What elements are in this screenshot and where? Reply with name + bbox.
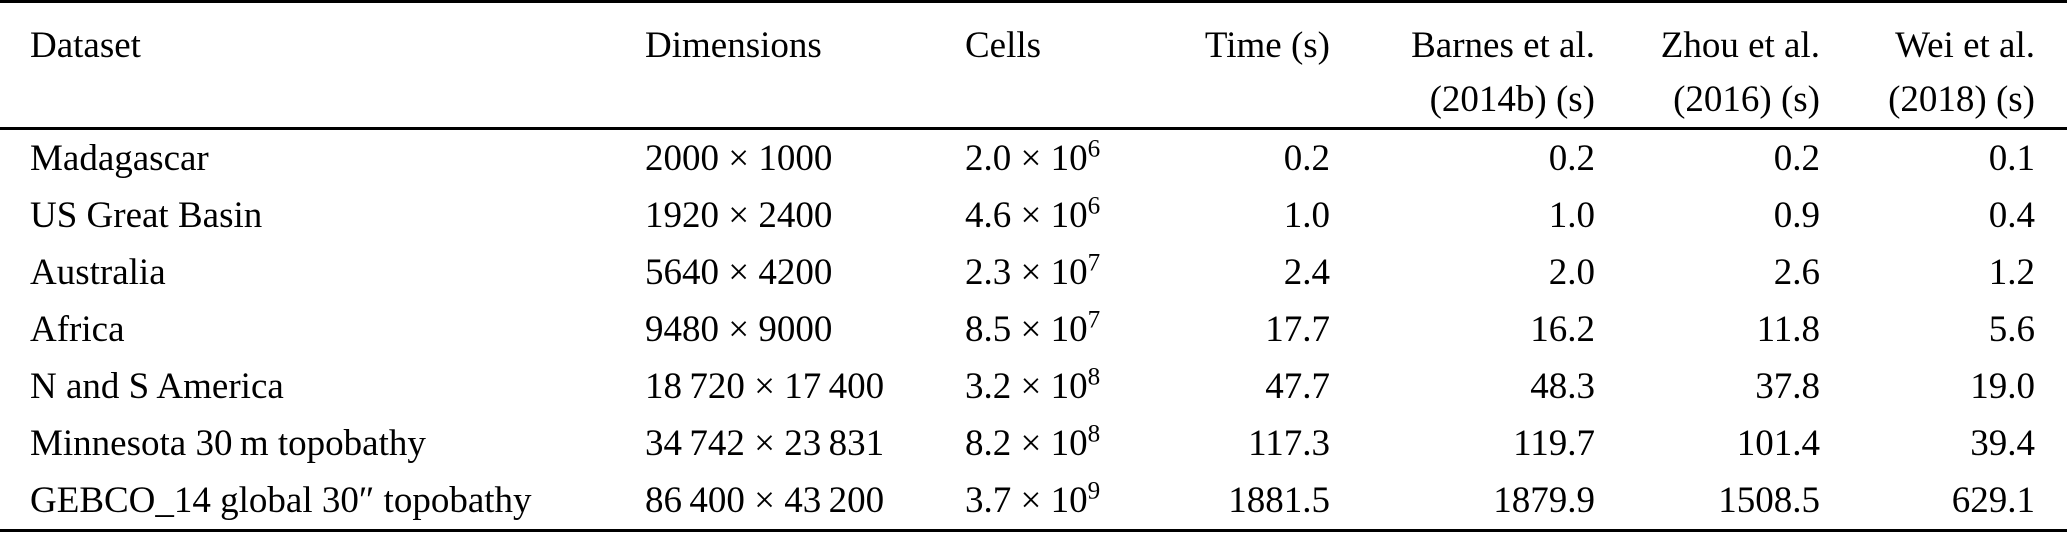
cells-mantissa: 8.2 × 10 xyxy=(965,423,1088,464)
col-header-zhou: Zhou et al. (2016) (s) xyxy=(1595,1,1820,130)
cells-exponent: 7 xyxy=(1087,306,1101,334)
cell-dimensions: 18 720 × 17 400 xyxy=(645,366,885,407)
cell-cells: 2.3 × 107 xyxy=(965,244,1165,301)
cell-dimensions: 1920 × 2400 xyxy=(645,195,833,236)
col-header-wei-line2: (2018) (s) xyxy=(1888,79,2035,120)
cells-mantissa: 8.5 × 10 xyxy=(965,309,1088,350)
cells-exponent: 9 xyxy=(1087,477,1101,505)
cell-barnes: 119.7 xyxy=(1513,423,1595,464)
cell-cells: 8.2 × 108 xyxy=(965,415,1165,472)
table-row: US Great Basin 1920 × 2400 4.6 × 106 1.0… xyxy=(0,187,2067,244)
col-header-barnes-line1: Barnes et al. xyxy=(1411,25,1595,66)
cell-time: 2.4 xyxy=(1283,252,1330,293)
cells-mantissa: 3.2 × 10 xyxy=(965,366,1088,407)
cell-dataset: GEBCO_14 global 30″ topobathy xyxy=(30,480,532,521)
col-header-wei: Wei et al. (2018) (s) xyxy=(1820,1,2067,130)
cell-barnes: 16.2 xyxy=(1530,309,1595,350)
cell-cells: 4.6 × 106 xyxy=(965,187,1165,244)
col-header-barnes: Barnes et al. (2014b) (s) xyxy=(1330,1,1595,130)
cell-cells: 8.5 × 107 xyxy=(965,301,1165,358)
cell-dimensions: 2000 × 1000 xyxy=(645,138,833,179)
cells-mantissa: 2.0 × 10 xyxy=(965,138,1088,179)
cell-zhou: 101.4 xyxy=(1736,423,1820,464)
cell-zhou: 0.9 xyxy=(1773,195,1820,236)
cell-dataset: US Great Basin xyxy=(30,195,263,236)
col-header-cells: Cells xyxy=(965,1,1165,130)
cell-dimensions: 34 742 × 23 831 xyxy=(645,423,885,464)
table-row: Madagascar 2000 × 1000 2.0 × 106 0.2 0.2… xyxy=(0,129,2067,188)
col-header-dataset: Dataset xyxy=(0,1,645,130)
cells-exponent: 6 xyxy=(1087,135,1101,163)
cell-barnes: 1879.9 xyxy=(1493,480,1595,521)
cell-dataset: Madagascar xyxy=(30,138,209,179)
cells-mantissa: 4.6 × 10 xyxy=(965,195,1088,236)
cell-cells: 3.2 × 108 xyxy=(965,358,1165,415)
cell-dimensions: 9480 × 9000 xyxy=(645,309,833,350)
table-row: Minnesota 30 m topobathy 34 742 × 23 831… xyxy=(0,415,2067,472)
cell-wei: 39.4 xyxy=(1970,423,2035,464)
table-row: Africa 9480 × 9000 8.5 × 107 17.7 16.2 1… xyxy=(0,301,2067,358)
cell-dataset: Africa xyxy=(30,309,125,350)
cell-dataset: N and S America xyxy=(30,366,284,407)
cell-zhou: 11.8 xyxy=(1756,309,1820,350)
cell-zhou: 2.6 xyxy=(1773,252,1820,293)
cell-barnes: 1.0 xyxy=(1548,195,1595,236)
cell-dimensions: 5640 × 4200 xyxy=(645,252,833,293)
col-header-time: Time (s) xyxy=(1165,1,1330,130)
cell-wei: 19.0 xyxy=(1970,366,2035,407)
cell-dataset: Australia xyxy=(30,252,166,293)
cell-wei: 0.1 xyxy=(1988,138,2035,179)
table-row: N and S America 18 720 × 17 400 3.2 × 10… xyxy=(0,358,2067,415)
cell-time: 47.7 xyxy=(1265,366,1330,407)
cells-exponent: 8 xyxy=(1087,363,1101,391)
cell-time: 1881.5 xyxy=(1228,480,1330,521)
col-header-barnes-line2: (2014b) (s) xyxy=(1429,79,1595,120)
table-header-row: Dataset Dimensions Cells Time (s) Barnes… xyxy=(0,1,2067,130)
col-header-dimensions: Dimensions xyxy=(645,1,965,130)
table-row: Australia 5640 × 4200 2.3 × 107 2.4 2.0 … xyxy=(0,244,2067,301)
cell-cells: 2.0 × 106 xyxy=(965,129,1165,188)
cell-zhou: 37.8 xyxy=(1755,366,1820,407)
cell-zhou: 0.2 xyxy=(1773,138,1820,179)
cell-dimensions: 86 400 × 43 200 xyxy=(645,480,885,521)
col-header-zhou-line1: Zhou et al. xyxy=(1660,25,1820,66)
cell-barnes: 48.3 xyxy=(1530,366,1595,407)
cell-zhou: 1508.5 xyxy=(1718,480,1820,521)
table-row: GEBCO_14 global 30″ topobathy 86 400 × 4… xyxy=(0,472,2067,531)
cell-wei: 629.1 xyxy=(1951,480,2035,521)
cells-mantissa: 2.3 × 10 xyxy=(965,252,1088,293)
cell-time: 1.0 xyxy=(1283,195,1330,236)
cell-time: 0.2 xyxy=(1283,138,1330,179)
col-header-wei-line1: Wei et al. xyxy=(1895,25,2035,66)
cells-exponent: 6 xyxy=(1087,192,1101,220)
cells-mantissa: 3.7 × 10 xyxy=(965,480,1088,521)
cell-cells: 3.7 × 109 xyxy=(965,472,1165,531)
cell-time: 17.7 xyxy=(1265,309,1330,350)
cell-wei: 0.4 xyxy=(1988,195,2035,236)
cells-exponent: 8 xyxy=(1087,420,1101,448)
cells-exponent: 7 xyxy=(1087,249,1101,277)
cell-wei: 5.6 xyxy=(1988,309,2035,350)
cell-barnes: 2.0 xyxy=(1548,252,1595,293)
cell-time: 117.3 xyxy=(1248,423,1330,464)
cell-wei: 1.2 xyxy=(1988,252,2035,293)
cell-dataset: Minnesota 30 m topobathy xyxy=(30,423,426,464)
col-header-zhou-line2: (2016) (s) xyxy=(1673,79,1820,120)
cell-barnes: 0.2 xyxy=(1548,138,1595,179)
